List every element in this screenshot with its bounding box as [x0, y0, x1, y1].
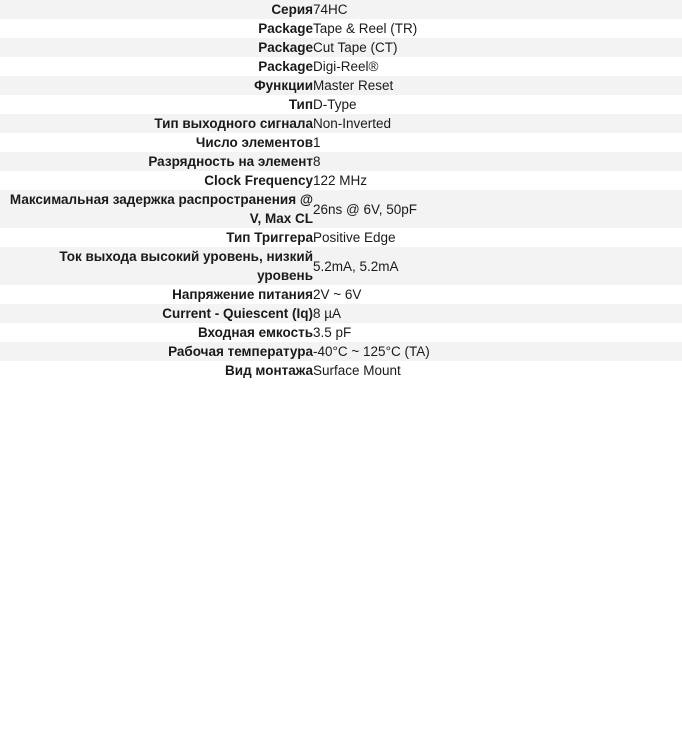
- table-row: Package Tape & Reel (TR): [0, 19, 682, 38]
- spec-parameter-value: Surface Mount: [313, 363, 401, 378]
- spec-parameter-value: -40°C ~ 125°C (TA): [313, 344, 430, 359]
- table-row: Ток выхода высокий уровень, низкий урове…: [0, 247, 682, 285]
- spec-parameter-label: Clock Frequency: [204, 173, 313, 188]
- table-row: Рабочая температура -40°C ~ 125°C (TA): [0, 342, 682, 361]
- table-row: Максимальная задержка распространения @ …: [0, 190, 682, 228]
- spec-parameter-value: 8: [313, 154, 321, 169]
- spec-parameter-label: Вид монтажа: [225, 363, 313, 378]
- table-row: Разрядность на элемент 8: [0, 152, 682, 171]
- spec-parameter-value: 1: [313, 135, 321, 150]
- table-row: Package Digi-Reel®: [0, 57, 682, 76]
- spec-parameter-value: Digi-Reel®: [313, 59, 379, 74]
- spec-parameter-value: Master Reset: [313, 78, 394, 93]
- table-row: Число элементов 1: [0, 133, 682, 152]
- table-row: Вид монтажа Surface Mount: [0, 361, 682, 380]
- spec-parameter-label: Функции: [254, 78, 313, 93]
- table-row: Функции Master Reset: [0, 76, 682, 95]
- spec-parameter-label: Напряжение питания: [172, 287, 313, 302]
- spec-parameter-value: 5.2mA, 5.2mA: [313, 258, 399, 274]
- spec-parameter-label: Разрядность на элемент: [148, 154, 313, 169]
- spec-parameter-value: 122 MHz: [313, 173, 368, 188]
- spec-parameter-label: Рабочая температура: [168, 344, 313, 359]
- table-row: Package Cut Tape (CT): [0, 38, 682, 57]
- spec-parameter-value: Cut Tape (CT): [313, 40, 398, 55]
- spec-parameter-label: Package: [258, 59, 313, 74]
- table-row: Серия 74HC: [0, 0, 682, 19]
- table-row: Current - Quiescent (Iq) 8 µA: [0, 304, 682, 323]
- table-row: Напряжение питания 2V ~ 6V: [0, 285, 682, 304]
- product-specifications-table: Серия 74HC Package Tape & Reel (TR) Package C…: [0, 0, 682, 380]
- spec-table-body: Серия 74HC Package Tape & Reel (TR) Package C…: [0, 0, 682, 380]
- table-row: Входная емкость 3.5 pF: [0, 323, 682, 342]
- spec-parameter-label: Ток выхода высокий уровень, низкий урове…: [59, 249, 313, 283]
- spec-parameter-label: Число элементов: [195, 135, 313, 150]
- spec-parameter-value: 26ns @ 6V, 50pF: [313, 201, 418, 217]
- table-row: Clock Frequency 122 MHz: [0, 171, 682, 190]
- spec-parameter-value: Non-Inverted: [313, 116, 392, 131]
- spec-parameter-label: Максимальная задержка распространения @ …: [9, 192, 313, 226]
- spec-parameter-value: Tape & Reel (TR): [313, 21, 418, 36]
- spec-parameter-value: 74HC: [313, 2, 348, 17]
- spec-parameter-label: Package: [258, 21, 313, 36]
- spec-parameter-label: Тип выходного сигнала: [154, 116, 313, 131]
- spec-parameter-label: Тип: [288, 97, 313, 112]
- spec-parameter-label: Current - Quiescent (Iq): [162, 306, 313, 321]
- spec-parameter-value: 2V ~ 6V: [313, 287, 362, 302]
- spec-parameter-value: 3.5 pF: [313, 325, 352, 340]
- spec-parameter-label: Package: [258, 40, 313, 55]
- spec-parameter-label: Тип Триггера: [226, 230, 313, 245]
- spec-parameter-value: D-Type: [313, 97, 357, 112]
- table-row: Тип D-Type: [0, 95, 682, 114]
- spec-parameter-value: Positive Edge: [313, 230, 396, 245]
- table-row: Тип выходного сигнала Non-Inverted: [0, 114, 682, 133]
- spec-parameter-value: 8 µA: [313, 306, 342, 321]
- spec-parameter-label: Входная емкость: [197, 325, 313, 340]
- table-row: Тип Триггера Positive Edge: [0, 228, 682, 247]
- spec-parameter-label: Серия: [271, 2, 313, 17]
